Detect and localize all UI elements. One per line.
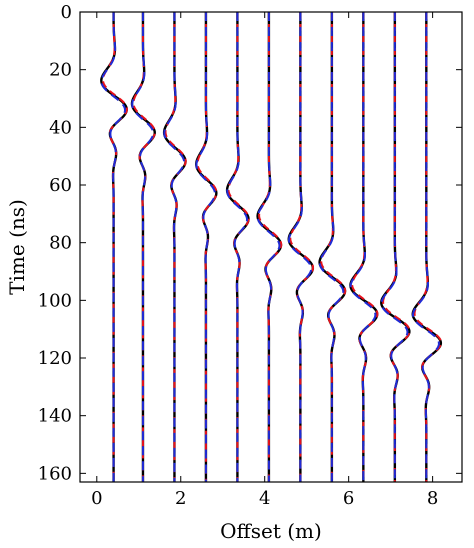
trace-3-series-3 (163, 12, 186, 482)
x-tick-label: 0 (91, 488, 102, 509)
trace-2-series-2 (132, 12, 156, 482)
y-tick-label: 60 (49, 175, 72, 196)
x-tick-label: 2 (175, 488, 186, 509)
y-axis-label: Time (ns) (5, 199, 29, 295)
x-axis-label: Offset (m) (220, 519, 322, 543)
trace-11-series-3 (411, 12, 440, 482)
trace-4-series-3 (195, 12, 216, 482)
trace-8-series-3 (318, 12, 345, 482)
trace-8-series-1 (318, 12, 347, 482)
y-tick-label: 20 (49, 60, 72, 81)
trace-5-series-3 (226, 12, 249, 482)
trace-7-series-3 (287, 12, 313, 482)
trace-6-series-3 (256, 12, 281, 482)
trace-11-series-2 (413, 12, 443, 482)
plot-frame (79, 11, 463, 483)
x-tick-label: 4 (259, 488, 270, 509)
trace-10-series-2 (382, 12, 411, 482)
y-tick-label: 120 (38, 348, 72, 369)
trace-8-series-2 (320, 12, 347, 482)
y-tick-label: 140 (38, 406, 72, 427)
x-tick-label: 6 (343, 488, 354, 509)
traces-group (100, 11, 443, 482)
y-tick-label: 40 (49, 117, 72, 138)
x-tick-label: 8 (427, 488, 438, 509)
y-tick-label: 160 (38, 463, 72, 484)
trace-1-series-3 (100, 11, 127, 482)
trace-2-series-3 (131, 12, 155, 482)
trace-6-series-1 (256, 12, 283, 482)
x-axis: 0 2 4 6 8 (91, 12, 438, 509)
y-axis: 0 20 40 60 80 100 120 140 160 (38, 2, 462, 484)
trace-7-series-1 (287, 12, 315, 482)
trace-2-series-1 (130, 12, 156, 482)
trace-10-series-3 (380, 12, 409, 482)
y-tick-label: 80 (49, 233, 72, 254)
y-tick-label: 0 (61, 2, 72, 23)
trace-6-series-2 (258, 12, 283, 482)
trace-9-series-3 (349, 12, 377, 482)
trace-1-series-2 (101, 12, 128, 482)
y-tick-label: 100 (38, 290, 72, 311)
